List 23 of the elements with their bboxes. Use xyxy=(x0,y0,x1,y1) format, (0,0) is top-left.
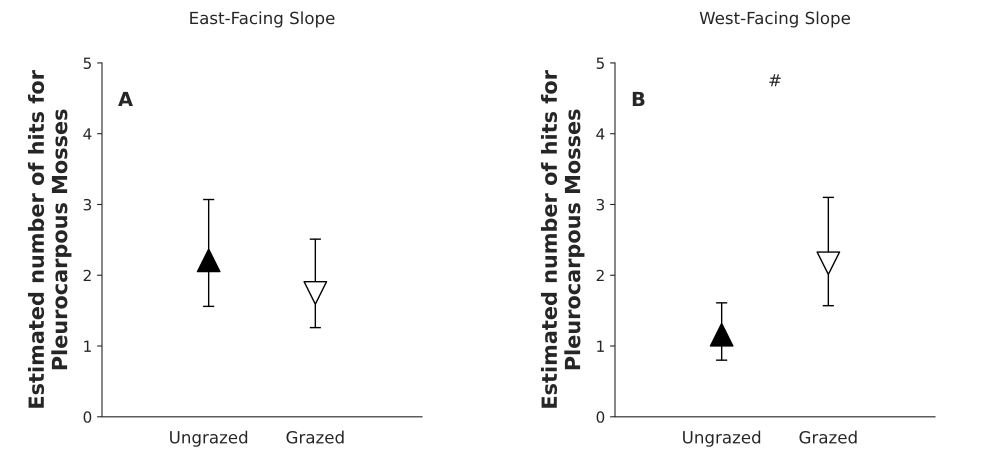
x-tick-label: Grazed xyxy=(799,430,857,444)
y-tick-label: 2 xyxy=(84,270,91,282)
x-tick-label: Ungrazed xyxy=(170,430,248,447)
annotation: B xyxy=(632,92,644,106)
y-tick-label: 4 xyxy=(596,128,604,140)
y-tick-label: 0 xyxy=(596,411,604,423)
chart-title: East-Facing Slope xyxy=(190,11,334,28)
y-tick-label: 1 xyxy=(597,340,604,352)
y-tick-label: 4 xyxy=(83,128,92,140)
y-axis-title: Estimated number of hits for Pleurocarpous Mosses xyxy=(28,70,72,408)
x-tick-label: Grazed xyxy=(286,430,344,444)
annotation: A xyxy=(118,92,133,106)
y-tick-label: 0 xyxy=(84,411,92,423)
y-tick-label: 5 xyxy=(84,58,91,69)
y-axis-title: Estimated number of hits for Pleurocarpous Mosses xyxy=(540,70,584,408)
chart-title: West-Facing Slope xyxy=(700,11,850,28)
x-tick-label: Ungrazed xyxy=(683,430,760,447)
y-tick-label: 3 xyxy=(84,198,92,210)
y-tick-label: 1 xyxy=(84,340,91,352)
y-tick-label: 3 xyxy=(596,198,604,210)
y-tick-label: 2 xyxy=(596,270,604,282)
annotation: # xyxy=(769,74,781,86)
y-tick-label: 5 xyxy=(596,58,604,69)
